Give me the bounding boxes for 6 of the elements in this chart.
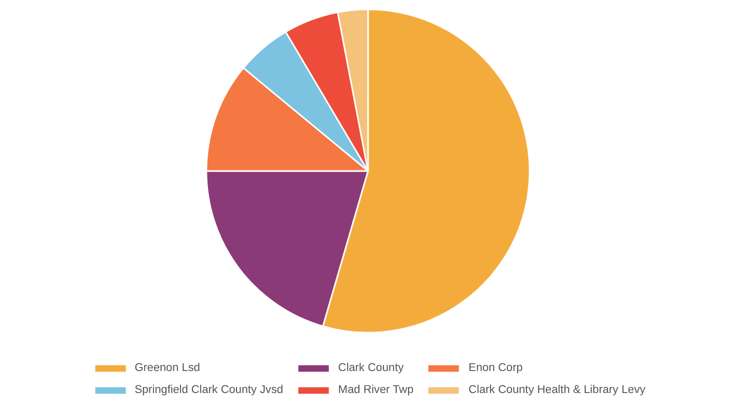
legend-label: Greenon Lsd <box>134 362 200 374</box>
legend-label: Clark County <box>338 362 404 374</box>
legend-label: Enon Corp <box>468 362 523 374</box>
legend-label: Mad River Twp <box>338 384 414 396</box>
legend-label: Clark County Health & Library Levy <box>468 384 646 396</box>
legend-label: Springfield Clark County Jvsd <box>134 384 284 396</box>
